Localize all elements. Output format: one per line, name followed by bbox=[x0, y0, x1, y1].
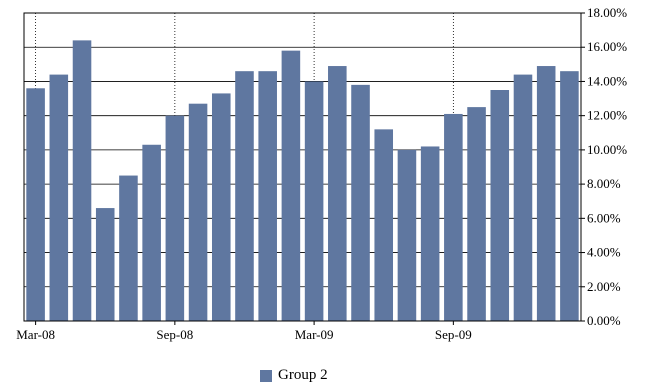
legend-swatch bbox=[260, 369, 272, 382]
bar bbox=[467, 107, 486, 321]
legend-label: Group 2 bbox=[278, 367, 328, 383]
bar bbox=[165, 115, 185, 322]
bar bbox=[397, 149, 417, 321]
y-tick-label: 14.00% bbox=[587, 73, 627, 88]
bar bbox=[188, 103, 208, 321]
y-tick-label: 2.00% bbox=[587, 279, 621, 294]
bar bbox=[351, 84, 370, 321]
bar bbox=[304, 81, 324, 321]
bar bbox=[513, 74, 533, 321]
bar bbox=[211, 93, 231, 321]
y-tick-label: 10.00% bbox=[587, 142, 627, 157]
y-tick-label: 16.00% bbox=[587, 39, 627, 54]
bar bbox=[420, 146, 440, 321]
bar bbox=[119, 175, 138, 321]
x-tick-label: Sep-09 bbox=[435, 327, 472, 342]
x-tick-label: Sep-08 bbox=[156, 327, 193, 342]
legend: Group 2 bbox=[260, 367, 328, 384]
y-tick-label: 4.00% bbox=[587, 245, 621, 260]
bar bbox=[281, 50, 301, 322]
y-tick-label: 8.00% bbox=[587, 176, 621, 191]
bar bbox=[72, 40, 92, 321]
bar bbox=[560, 71, 579, 321]
y-tick-label: 12.00% bbox=[587, 108, 627, 123]
bar bbox=[374, 129, 394, 321]
bar bbox=[328, 66, 347, 322]
bar bbox=[95, 208, 115, 321]
x-tick-label: Mar-09 bbox=[295, 327, 334, 342]
bar bbox=[444, 113, 463, 321]
y-tick-label: 0.00% bbox=[587, 313, 621, 328]
y-tick-label: 6.00% bbox=[587, 210, 621, 225]
bar bbox=[235, 71, 254, 321]
bar bbox=[142, 144, 161, 321]
y-tick-label: 18.00% bbox=[587, 5, 627, 20]
bar bbox=[490, 90, 510, 321]
bar bbox=[536, 66, 556, 322]
bar bbox=[258, 71, 277, 321]
bar bbox=[26, 88, 45, 322]
plot-area bbox=[23, 12, 582, 322]
x-tick-label: Mar-08 bbox=[16, 327, 55, 342]
bar bbox=[49, 74, 69, 321]
